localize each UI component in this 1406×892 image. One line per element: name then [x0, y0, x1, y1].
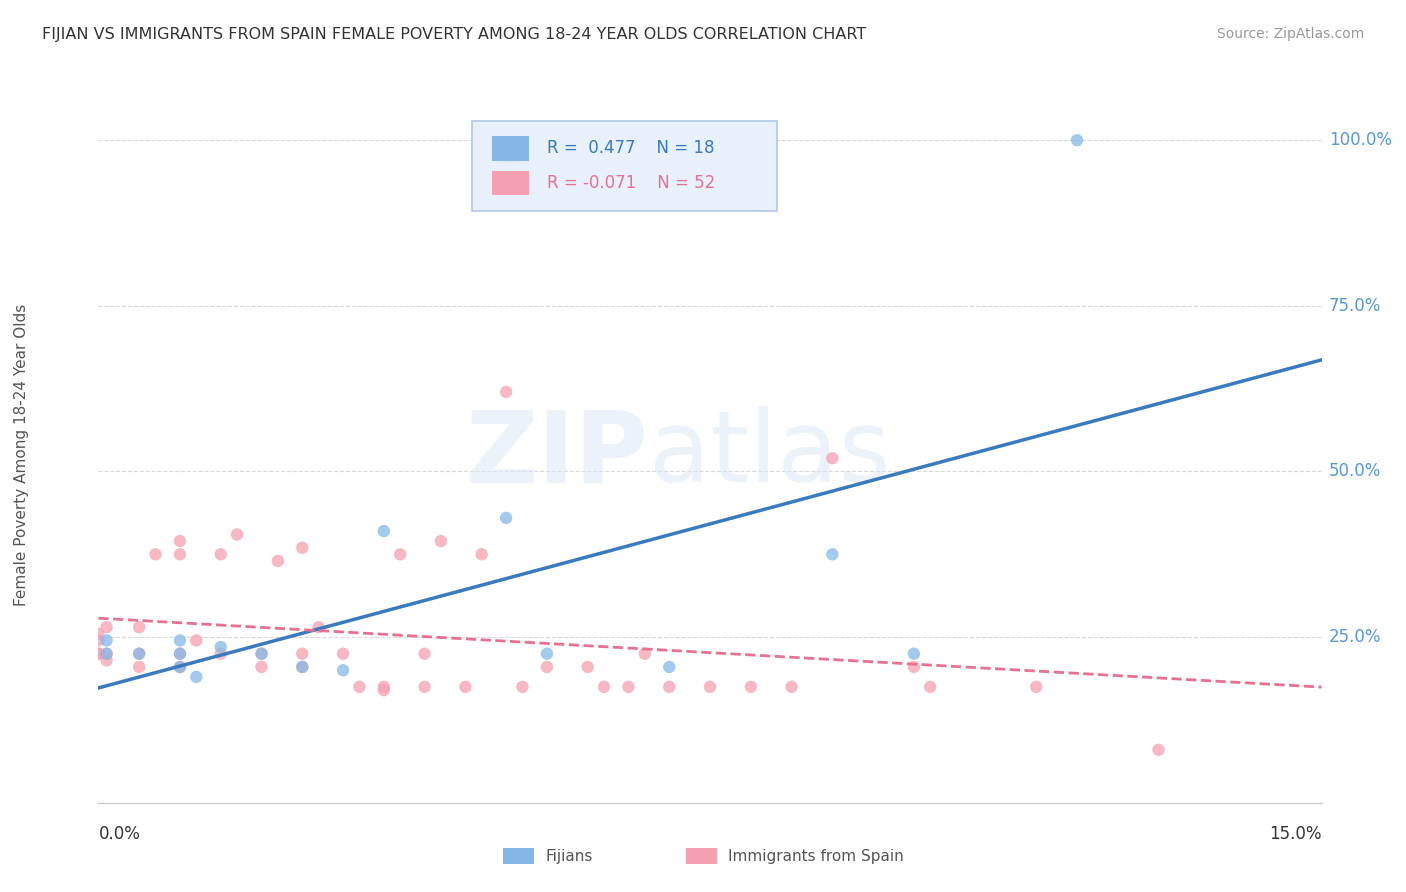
Point: [495, 384, 517, 399]
Text: 0.0%: 0.0%: [98, 825, 141, 843]
Text: R = -0.071    N = 52: R = -0.071 N = 52: [547, 174, 716, 192]
Point: [291, 647, 314, 661]
Text: R =  0.477    N = 18: R = 0.477 N = 18: [547, 139, 714, 157]
Point: [186, 670, 208, 684]
FancyBboxPatch shape: [471, 121, 778, 211]
Point: [87, 633, 110, 648]
Point: [373, 683, 395, 698]
Point: [536, 647, 558, 661]
Point: [349, 680, 371, 694]
Point: [373, 680, 395, 694]
Point: [169, 633, 191, 648]
Point: [821, 547, 844, 561]
Point: [332, 663, 354, 677]
Point: [1066, 133, 1088, 147]
Point: [413, 647, 436, 661]
Point: [308, 620, 330, 634]
Point: [169, 547, 191, 561]
Text: Immigrants from Spain: Immigrants from Spain: [728, 849, 904, 863]
Point: [209, 640, 232, 654]
Point: [780, 680, 803, 694]
Text: 25.0%: 25.0%: [1329, 628, 1381, 646]
Point: [1147, 743, 1170, 757]
Point: [169, 647, 191, 661]
Point: [169, 660, 191, 674]
Point: [634, 647, 657, 661]
Point: [593, 680, 616, 694]
Point: [128, 660, 150, 674]
Point: [454, 680, 477, 694]
Point: [250, 647, 273, 661]
Text: 75.0%: 75.0%: [1329, 297, 1381, 315]
Point: [512, 680, 534, 694]
Point: [471, 547, 494, 561]
Point: [169, 660, 191, 674]
Point: [87, 647, 110, 661]
Point: [291, 660, 314, 674]
Point: [430, 534, 453, 549]
Point: [617, 680, 640, 694]
Point: [536, 660, 558, 674]
Point: [96, 620, 118, 634]
Point: [267, 554, 290, 568]
Point: [145, 547, 167, 561]
Point: [209, 547, 232, 561]
Point: [576, 660, 599, 674]
Text: 100.0%: 100.0%: [1329, 131, 1392, 149]
Point: [291, 541, 314, 555]
Point: [821, 451, 844, 466]
Point: [186, 633, 208, 648]
Point: [96, 647, 118, 661]
Point: [96, 633, 118, 648]
Text: FIJIAN VS IMMIGRANTS FROM SPAIN FEMALE POVERTY AMONG 18-24 YEAR OLDS CORRELATION: FIJIAN VS IMMIGRANTS FROM SPAIN FEMALE P…: [42, 27, 866, 42]
Point: [389, 547, 412, 561]
Point: [740, 680, 762, 694]
Point: [699, 680, 721, 694]
Point: [920, 680, 942, 694]
Point: [128, 647, 150, 661]
Point: [128, 620, 150, 634]
FancyBboxPatch shape: [492, 171, 529, 195]
Text: Female Poverty Among 18-24 Year Olds: Female Poverty Among 18-24 Year Olds: [14, 304, 28, 606]
Point: [128, 647, 150, 661]
Point: [87, 627, 110, 641]
Point: [209, 647, 232, 661]
Point: [658, 680, 681, 694]
Text: ZIP: ZIP: [465, 407, 648, 503]
Point: [1025, 680, 1047, 694]
Text: Source: ZipAtlas.com: Source: ZipAtlas.com: [1216, 27, 1364, 41]
Point: [495, 511, 517, 525]
Point: [96, 653, 118, 667]
Point: [226, 527, 249, 541]
Point: [903, 660, 925, 674]
Point: [658, 660, 681, 674]
Text: 50.0%: 50.0%: [1329, 462, 1381, 481]
Point: [373, 524, 395, 538]
Text: 15.0%: 15.0%: [1270, 825, 1322, 843]
Point: [169, 534, 191, 549]
Point: [169, 647, 191, 661]
Text: atlas: atlas: [648, 407, 890, 503]
Text: Fijians: Fijians: [546, 849, 593, 863]
Point: [413, 680, 436, 694]
Point: [291, 660, 314, 674]
Point: [96, 647, 118, 661]
Point: [87, 647, 110, 661]
Point: [903, 647, 925, 661]
Point: [250, 660, 273, 674]
Point: [332, 647, 354, 661]
FancyBboxPatch shape: [492, 136, 529, 161]
Point: [250, 647, 273, 661]
